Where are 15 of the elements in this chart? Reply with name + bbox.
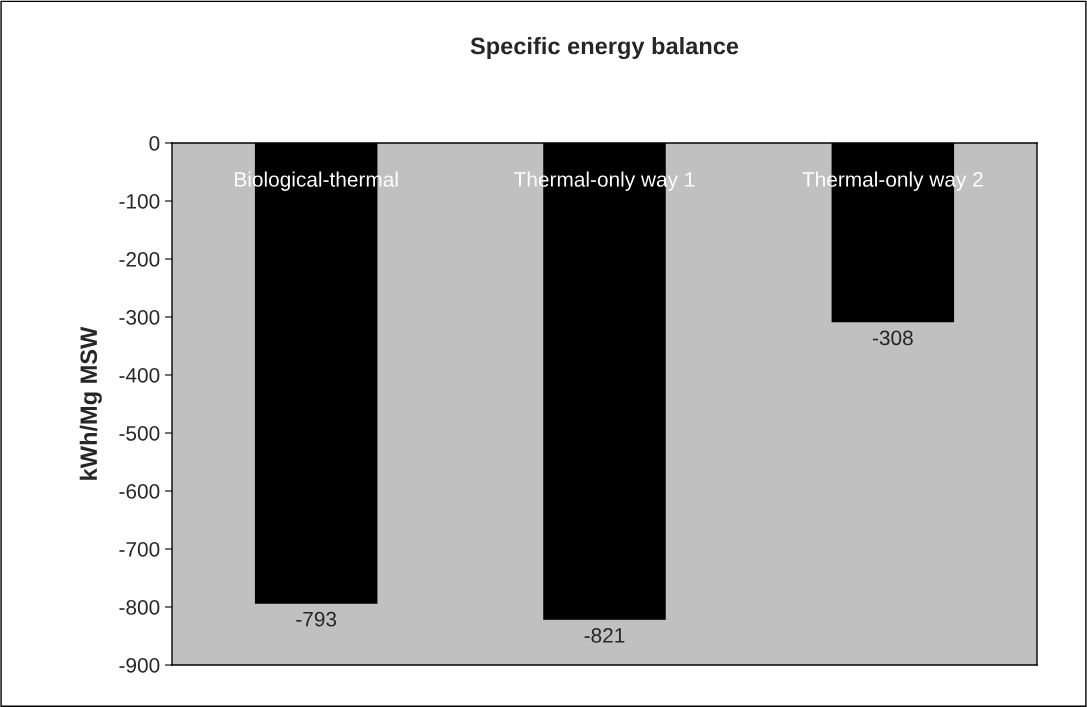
y-tick-label: 0 <box>149 136 160 151</box>
y-tick-label: -800 <box>119 600 160 615</box>
y-tick-label: -900 <box>119 658 160 673</box>
data-label: -793 <box>296 611 337 627</box>
y-tick-label: -200 <box>119 252 160 267</box>
data-label: -821 <box>584 628 625 643</box>
y-tick-label: -300 <box>119 310 160 325</box>
y-tick-label: -700 <box>119 542 160 557</box>
y-tick-label: -600 <box>119 484 160 499</box>
y-axis-title: kWh/Mg MSW <box>79 326 102 480</box>
data-label: -308 <box>872 330 913 346</box>
y-tick-label: -500 <box>119 426 160 441</box>
y-tick-label: -400 <box>119 368 160 383</box>
y-tick-label: -100 <box>119 194 160 209</box>
chart-title: Specific energy balance <box>470 37 739 60</box>
